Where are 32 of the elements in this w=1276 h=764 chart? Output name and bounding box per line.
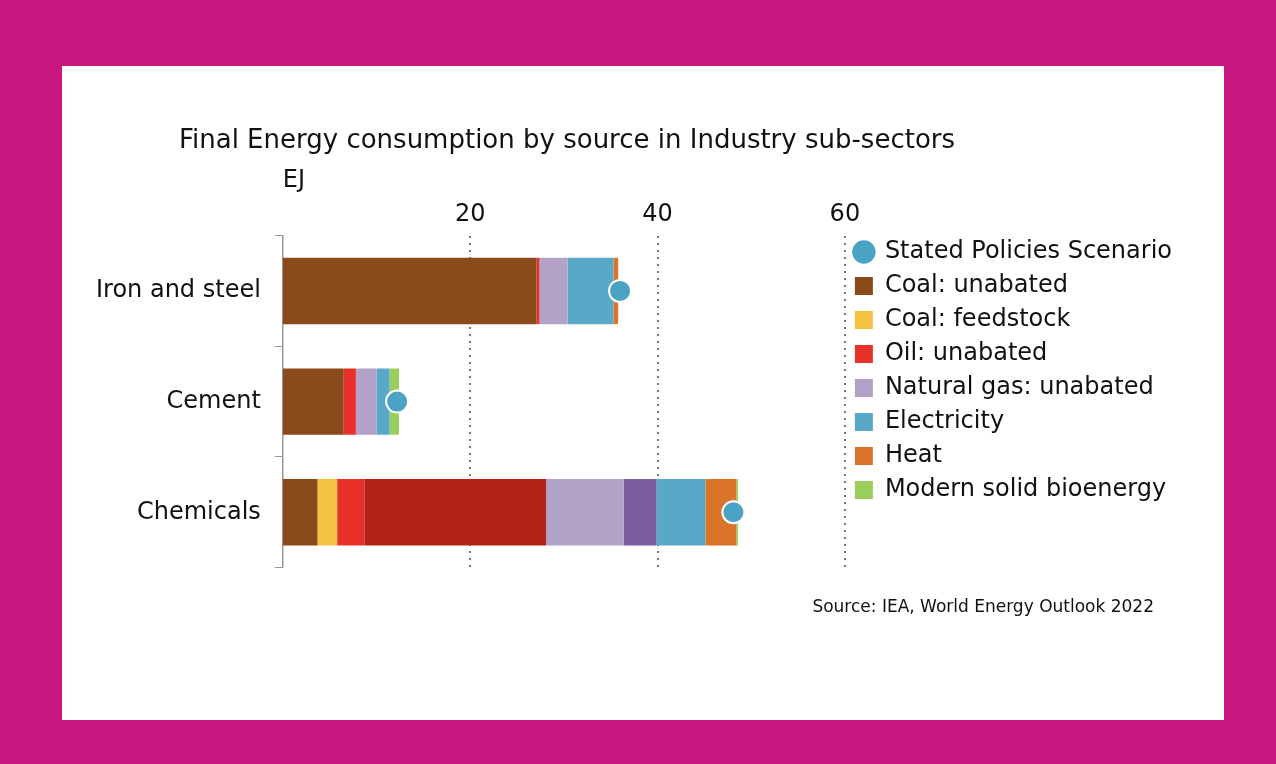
bar [343, 368, 356, 435]
legend-label: Stated Policies Scenario [884, 236, 1172, 265]
x-tick-label: 60 [829, 199, 861, 228]
bar [317, 479, 338, 546]
chart-title: Final Energy consumption by source in Industry sub-sectors [177, 124, 957, 154]
x-tick-label: 20 [454, 199, 486, 228]
bar [536, 257, 540, 325]
source-note: Source: IEA, World Energy Outlook 2022 [812, 596, 1154, 616]
bar [355, 368, 377, 435]
y-tick-label: Cement [166, 385, 261, 414]
y-tick-label: Chemicals [136, 496, 261, 525]
bar [376, 368, 390, 435]
bar [282, 479, 318, 546]
legend-label: Coal: unabated [884, 270, 1068, 299]
bar [364, 479, 547, 546]
legend-label: Electricity [884, 406, 1005, 435]
legend-label: Natural gas: unabated [884, 372, 1154, 401]
bar [623, 479, 657, 546]
legend-label: Heat [884, 440, 942, 469]
bar [282, 257, 537, 325]
legend-label: Coal: feedstock [884, 304, 1071, 333]
legend-label: Modern solid bioenergy [884, 474, 1167, 503]
legend-label: Oil: unabated [884, 338, 1048, 367]
bar [546, 479, 624, 546]
bar [282, 368, 344, 435]
y-tick-label: Iron and steel [95, 275, 261, 304]
bar [567, 257, 614, 325]
x-axis-title: EJ [282, 164, 306, 193]
x-tick-label: 40 [642, 199, 673, 228]
bar [656, 479, 706, 546]
bar [539, 257, 568, 325]
bar [337, 479, 365, 546]
